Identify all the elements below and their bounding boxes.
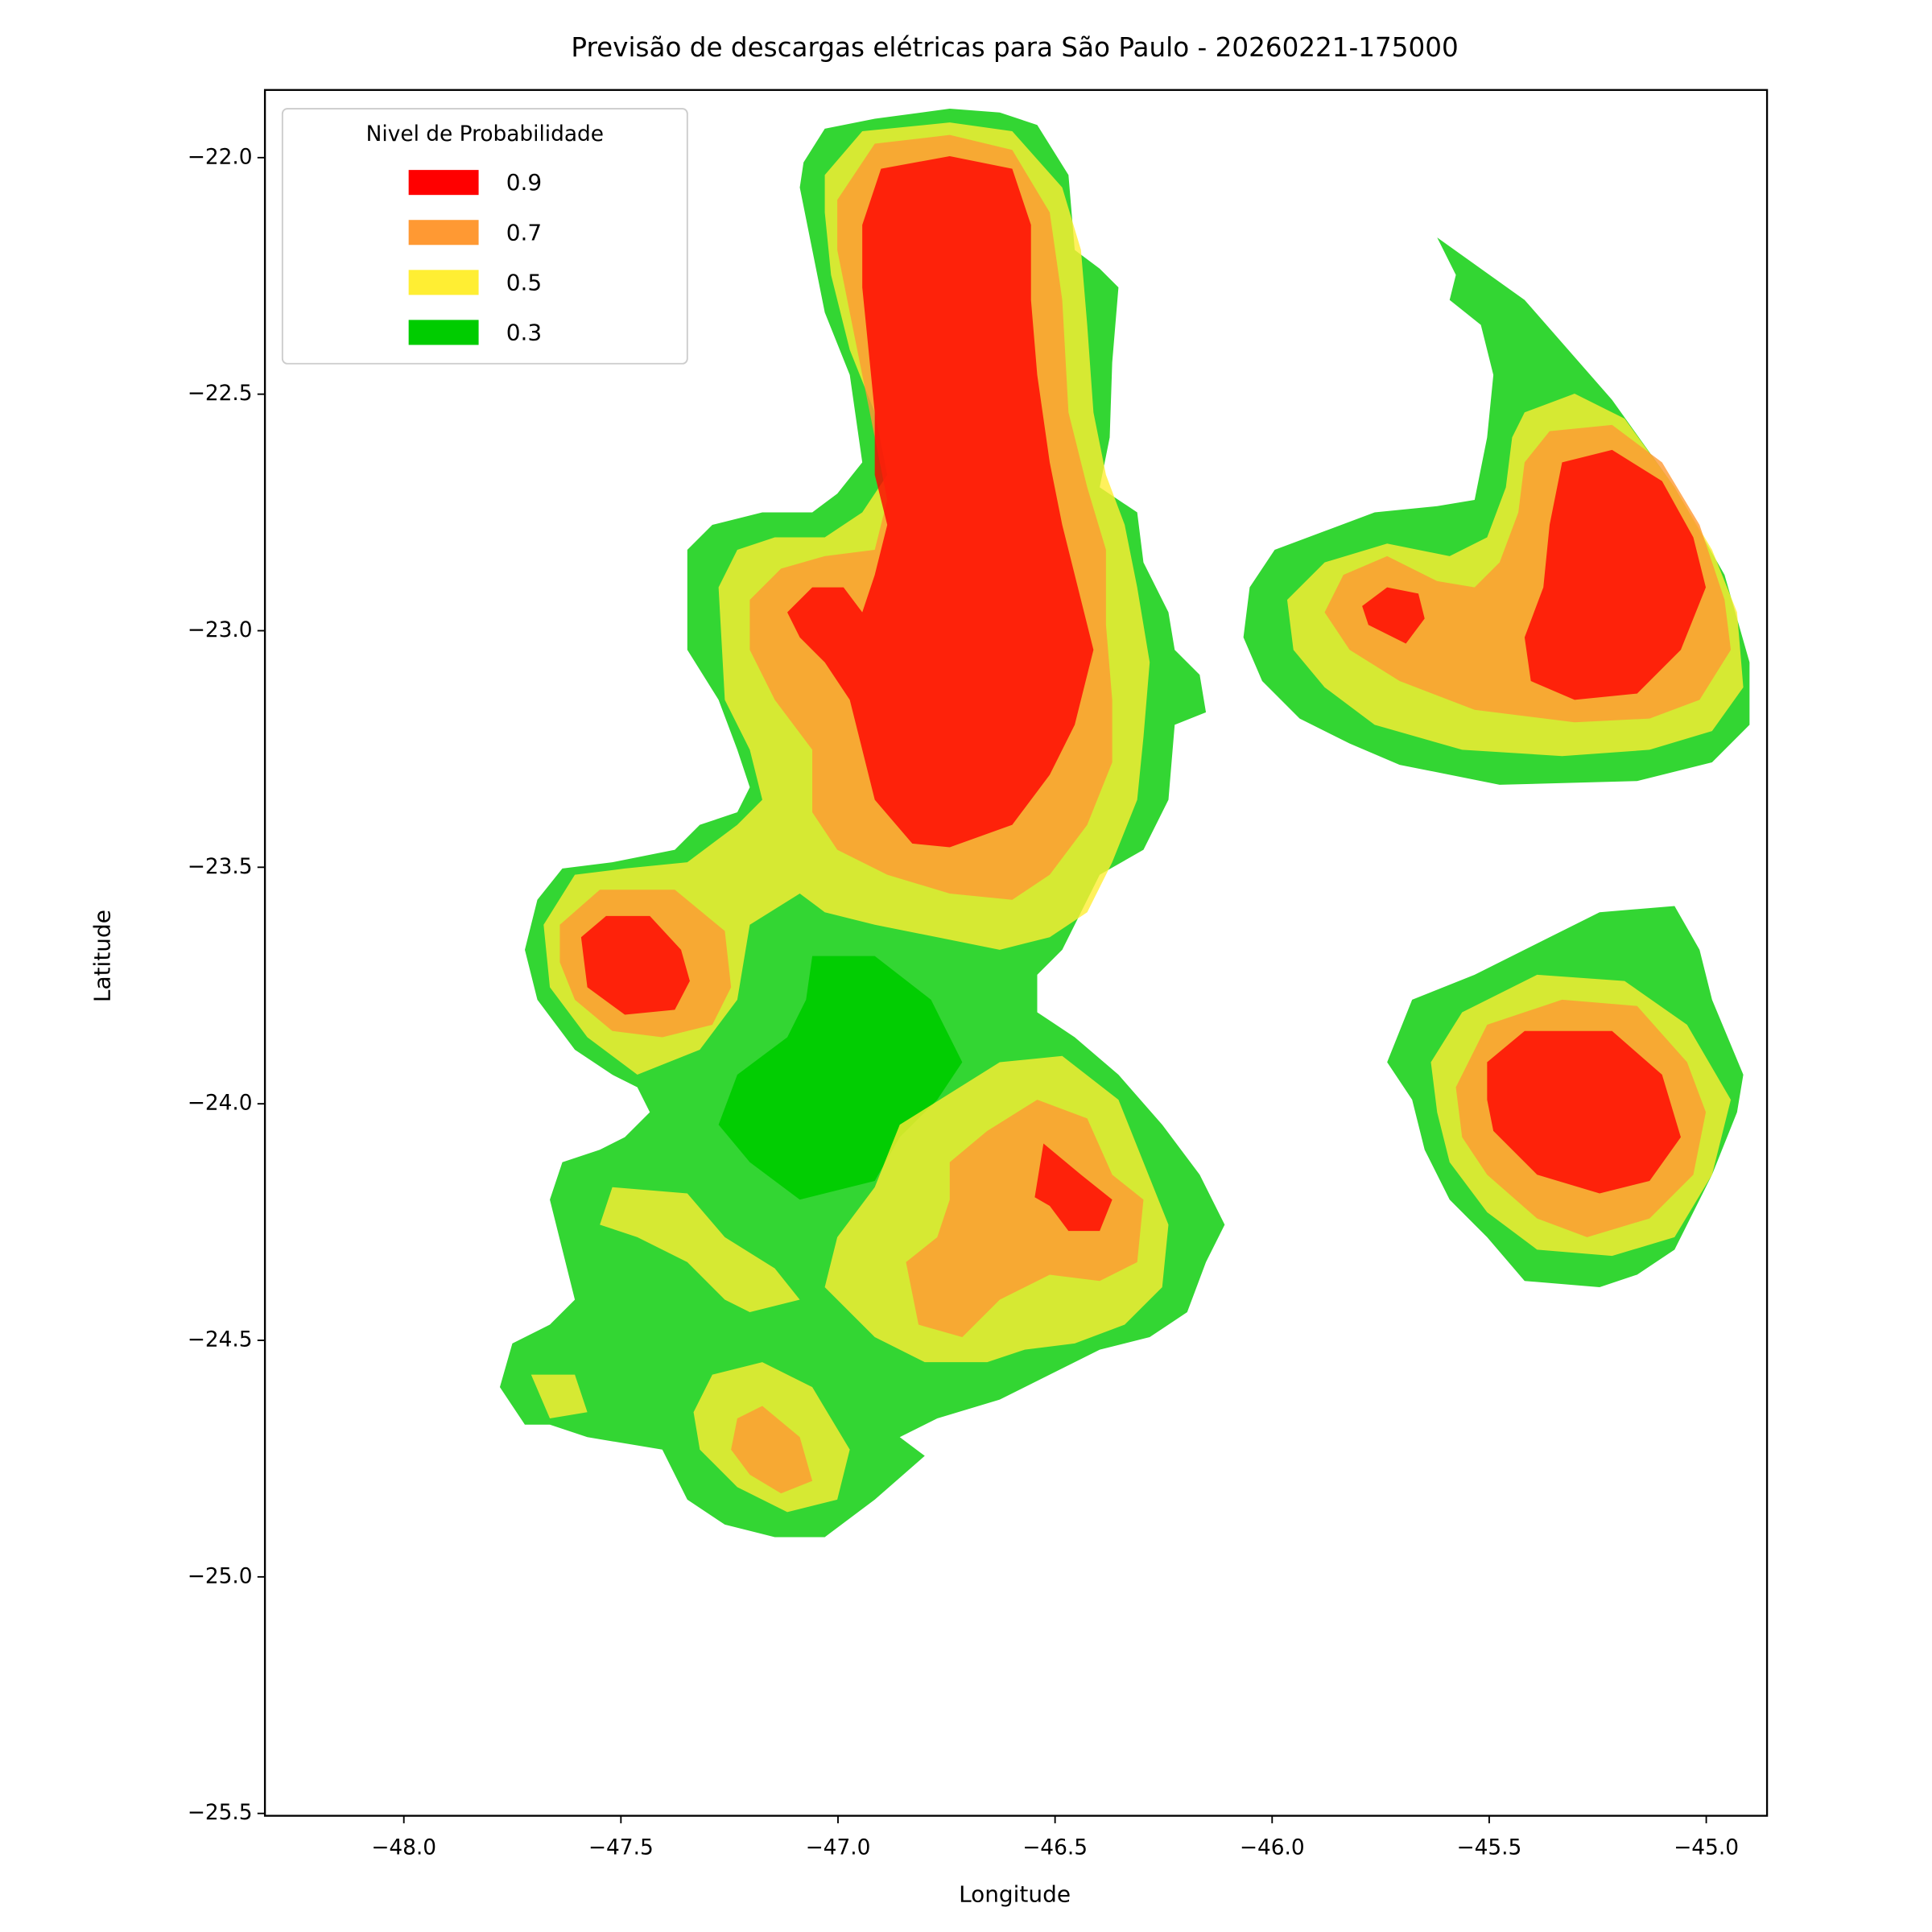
contour-core	[718, 956, 963, 1200]
legend-box	[281, 108, 688, 365]
x-tick-label: −47.0	[806, 1835, 871, 1860]
x-tick-label: −47.5	[588, 1835, 654, 1860]
y-tick-label: −24.5	[188, 1328, 253, 1352]
contour-region	[1034, 1143, 1113, 1232]
y-tick-label: −23.5	[188, 855, 253, 879]
y-tick-label: −22.5	[188, 382, 253, 406]
x-tick-label: −46.0	[1240, 1835, 1305, 1860]
y-tick-label: −25.0	[188, 1564, 253, 1588]
legend-swatch	[408, 170, 479, 196]
x-tick-label: −46.5	[1022, 1835, 1088, 1860]
contour-region	[1362, 587, 1425, 644]
y-tick-label: −25.5	[188, 1801, 253, 1825]
legend-swatch	[408, 320, 479, 345]
chart-title: Previsão de descargas elétricas para São…	[571, 32, 1458, 63]
x-axis-label: Longitude	[959, 1881, 1071, 1908]
legend-label: 0.7	[506, 219, 542, 246]
contour-region	[1487, 1030, 1681, 1194]
legend-swatch	[408, 270, 479, 295]
contour-region	[530, 1374, 588, 1418]
x-tick-label: −45.5	[1457, 1835, 1522, 1860]
legend-title: Nivel de Probabilidade	[366, 122, 604, 147]
contours	[499, 109, 1750, 1538]
contour-region	[1524, 449, 1707, 700]
legend-label: 0.9	[506, 169, 542, 196]
contour-region	[787, 156, 1094, 848]
x-tick-label: −48.0	[371, 1835, 436, 1860]
contour-region	[580, 915, 690, 1015]
contour-region	[600, 1187, 800, 1313]
x-tick-label: −45.0	[1674, 1835, 1739, 1860]
legend-label: 0.3	[506, 319, 542, 345]
y-axis-label: Latitude	[89, 910, 116, 1002]
legend-swatch	[408, 220, 479, 246]
legend-label: 0.5	[506, 269, 542, 295]
y-tick-label: −24.0	[188, 1092, 253, 1116]
y-tick-label: −22.0	[188, 145, 253, 169]
plot-frame	[263, 89, 1769, 1817]
y-tick-label: −23.0	[188, 618, 253, 642]
contour-region	[906, 1100, 1144, 1338]
legend: Nivel de Probabilidade 0.9 0.7 0.5 0.3	[281, 108, 688, 365]
contour-region	[731, 1406, 813, 1494]
